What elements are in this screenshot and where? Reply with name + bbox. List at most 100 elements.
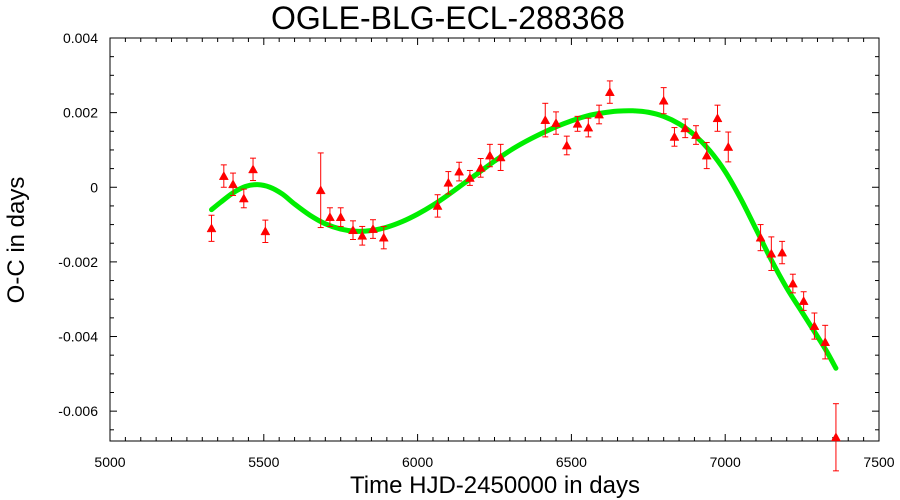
- triangle-marker: [723, 141, 734, 151]
- triangle-marker: [248, 164, 258, 174]
- data-point: [561, 135, 572, 156]
- x-tick-label: 6500: [556, 454, 587, 470]
- data-point: [572, 115, 583, 132]
- data-point: [809, 312, 820, 340]
- triangle-marker: [495, 152, 506, 162]
- data-point: [260, 219, 271, 243]
- triangle-marker: [348, 225, 358, 235]
- triangle-marker: [777, 247, 788, 257]
- labels-layer: OGLE-BLG-ECL-288368 Time HJD-2450000 in …: [3, 0, 640, 499]
- triangle-marker: [238, 193, 249, 203]
- x-tick-label: 7500: [863, 454, 894, 470]
- y-tick-label: -0.002: [58, 254, 98, 270]
- triangle-marker: [454, 166, 465, 176]
- data-point: [454, 161, 465, 182]
- triangle-marker: [218, 171, 229, 180]
- triangle-marker: [701, 150, 712, 160]
- data-point: [443, 171, 454, 195]
- data-point: [475, 158, 486, 178]
- triangle-marker: [712, 113, 723, 123]
- y-tick-label: 0.004: [63, 30, 98, 46]
- data-point: [206, 214, 217, 242]
- chart-title: OGLE-BLG-ECL-288368: [271, 0, 625, 36]
- triangle-marker: [680, 123, 691, 133]
- data-points-layer: [206, 80, 841, 472]
- data-point: [831, 403, 841, 472]
- triangle-marker: [669, 131, 680, 141]
- data-point: [723, 131, 734, 163]
- data-point: [248, 157, 258, 182]
- data-point: [551, 111, 561, 135]
- y-tick-label: -0.004: [58, 329, 98, 345]
- data-point: [712, 104, 723, 132]
- data-point: [798, 291, 809, 311]
- data-point: [658, 87, 669, 115]
- triangle-marker: [551, 118, 561, 127]
- triangle-marker: [583, 122, 594, 132]
- triangle-marker: [325, 212, 335, 221]
- triangle-marker: [798, 296, 809, 305]
- data-point: [669, 127, 680, 147]
- triangle-marker: [335, 212, 346, 221]
- data-point: [357, 225, 368, 246]
- triangle-marker: [561, 140, 572, 150]
- data-point: [325, 207, 335, 227]
- triangle-marker: [357, 230, 368, 240]
- data-point: [348, 220, 358, 240]
- triangle-marker: [378, 232, 389, 242]
- data-point: [583, 117, 594, 138]
- data-point: [594, 104, 605, 125]
- data-point: [755, 224, 766, 252]
- triangle-marker: [484, 150, 495, 160]
- triangle-marker: [809, 321, 820, 330]
- data-point: [368, 219, 378, 239]
- fit-curve-layer: [209, 108, 839, 371]
- data-point: [378, 225, 389, 250]
- x-tick-label: 7000: [710, 454, 741, 470]
- triangle-marker: [464, 172, 475, 182]
- data-point: [691, 125, 701, 145]
- y-tick-label: -0.006: [58, 403, 98, 419]
- triangle-marker: [228, 179, 238, 189]
- data-point: [820, 324, 831, 360]
- triangle-marker: [540, 115, 551, 124]
- triangle-marker: [604, 87, 615, 96]
- triangle-marker: [658, 95, 669, 105]
- data-point: [464, 169, 475, 186]
- data-point: [787, 273, 798, 294]
- triangle-marker: [691, 130, 701, 139]
- x-axis-label: Time HJD-2450000 in days: [350, 472, 640, 499]
- data-point: [315, 152, 326, 229]
- y-tick-label: 0.002: [63, 105, 98, 121]
- triangle-marker: [831, 432, 841, 442]
- data-point: [228, 172, 238, 196]
- triangle-marker: [315, 185, 326, 195]
- data-point: [238, 188, 249, 209]
- triangle-marker: [475, 162, 486, 172]
- triangle-marker: [206, 223, 217, 233]
- triangle-marker: [766, 248, 777, 258]
- data-point: [604, 80, 615, 104]
- data-point: [680, 118, 691, 139]
- x-tick-label: 5500: [248, 454, 279, 470]
- data-point: [484, 143, 495, 168]
- x-tick-label: 6000: [402, 454, 433, 470]
- triangle-marker: [572, 118, 583, 128]
- triangle-marker: [820, 337, 831, 346]
- triangle-marker: [787, 278, 798, 288]
- data-point: [432, 194, 443, 218]
- data-point: [540, 102, 551, 138]
- y-axis-label: O-C in days: [3, 177, 30, 304]
- data-point: [335, 207, 346, 227]
- triangle-marker: [432, 200, 443, 210]
- triangle-marker: [594, 109, 605, 119]
- triangle-marker: [260, 226, 271, 236]
- ticks-layer: 5000 5500 6000 6500 7000 7500 0.004 0.002 0 -0.00…: [58, 30, 894, 470]
- fit-curve: [209, 108, 839, 371]
- triangle-marker: [368, 224, 378, 233]
- data-point: [766, 236, 777, 271]
- data-point: [701, 141, 712, 170]
- data-point: [218, 164, 229, 188]
